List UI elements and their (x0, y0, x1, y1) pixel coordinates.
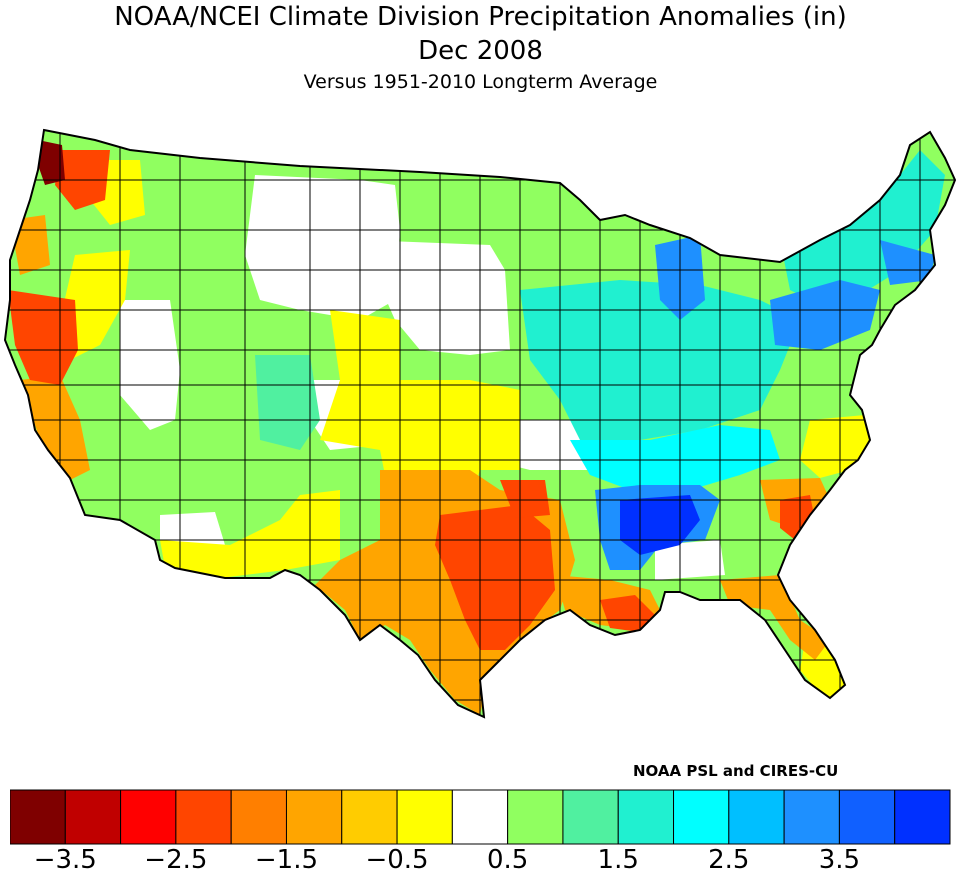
colorbar-bin-9 (507, 789, 564, 845)
east-texas-very-dry-region (435, 505, 555, 650)
colorbar (10, 789, 951, 845)
colorbar-tick-label: −1.5 (254, 845, 319, 875)
kansas-dry-region (320, 310, 520, 500)
florida-panhandle-dry-region (720, 575, 830, 660)
colorbar-bin-11 (617, 789, 675, 845)
nw-washington-extreme-dry-region (38, 140, 65, 185)
georgia-normal-region (655, 540, 725, 580)
oregon-dry-region (60, 250, 130, 360)
southwest-dry-region (160, 490, 340, 578)
oklahoma-very-dry-region (500, 480, 550, 518)
map-subtitle: Versus 1951-2010 Longterm Average (303, 71, 658, 93)
colorbar-bin-16 (894, 789, 951, 845)
tennessee-valley-wet-region (570, 425, 780, 490)
california-dry-region (20, 375, 90, 480)
louisiana-very-dry-region (600, 595, 655, 632)
colorbar-bin-12 (673, 789, 730, 845)
ohio-valley-wet-region (520, 280, 800, 440)
credit-label: NOAA PSL and CIRES-CU (633, 762, 839, 780)
pennsylvania-very-wet-region (770, 280, 880, 350)
montana-normal-region (245, 175, 400, 320)
colorbar-bin-8 (451, 789, 509, 845)
colorbar-bin-10 (562, 789, 619, 845)
colorbar-bin-1 (64, 789, 122, 845)
colorbar-tick-label: 0.5 (486, 845, 529, 875)
map-title: NOAA/NCEI Climate Division Precipitation… (114, 2, 847, 32)
dakota-normal-region (360, 240, 510, 355)
colorbar-bin-0 (10, 789, 66, 845)
colorbar-bin-3 (175, 789, 232, 845)
colorbar-bin-7 (396, 789, 453, 845)
division-boundaries (5, 130, 955, 717)
colorbar-tick-label: 1.5 (597, 845, 639, 875)
colorbar-bin-6 (341, 789, 398, 845)
nevada-normal-region (120, 300, 180, 430)
colorbar-tick-label: 3.5 (818, 845, 861, 875)
colorbar-bin-13 (728, 789, 785, 845)
colorbar-bin-4 (230, 789, 287, 845)
colorbar-bin-5 (285, 789, 343, 845)
utah-wet-region (255, 355, 320, 450)
new-england-wet-region (780, 150, 945, 305)
colorbar-tick-label: −0.5 (365, 845, 429, 875)
colorbar-bin-14 (783, 789, 840, 845)
map-period: Dec 2008 (418, 36, 543, 66)
colorbar-tick-label: −3.5 (33, 845, 97, 875)
colorbar-bin-15 (838, 789, 896, 845)
us-anomaly-map (0, 120, 961, 730)
colorbar-tick-label: 2.5 (708, 845, 750, 875)
colorbar-bin-2 (120, 789, 177, 845)
maine-very-wet-region (880, 240, 935, 285)
colorbar-tick-label: −2.5 (144, 845, 208, 875)
